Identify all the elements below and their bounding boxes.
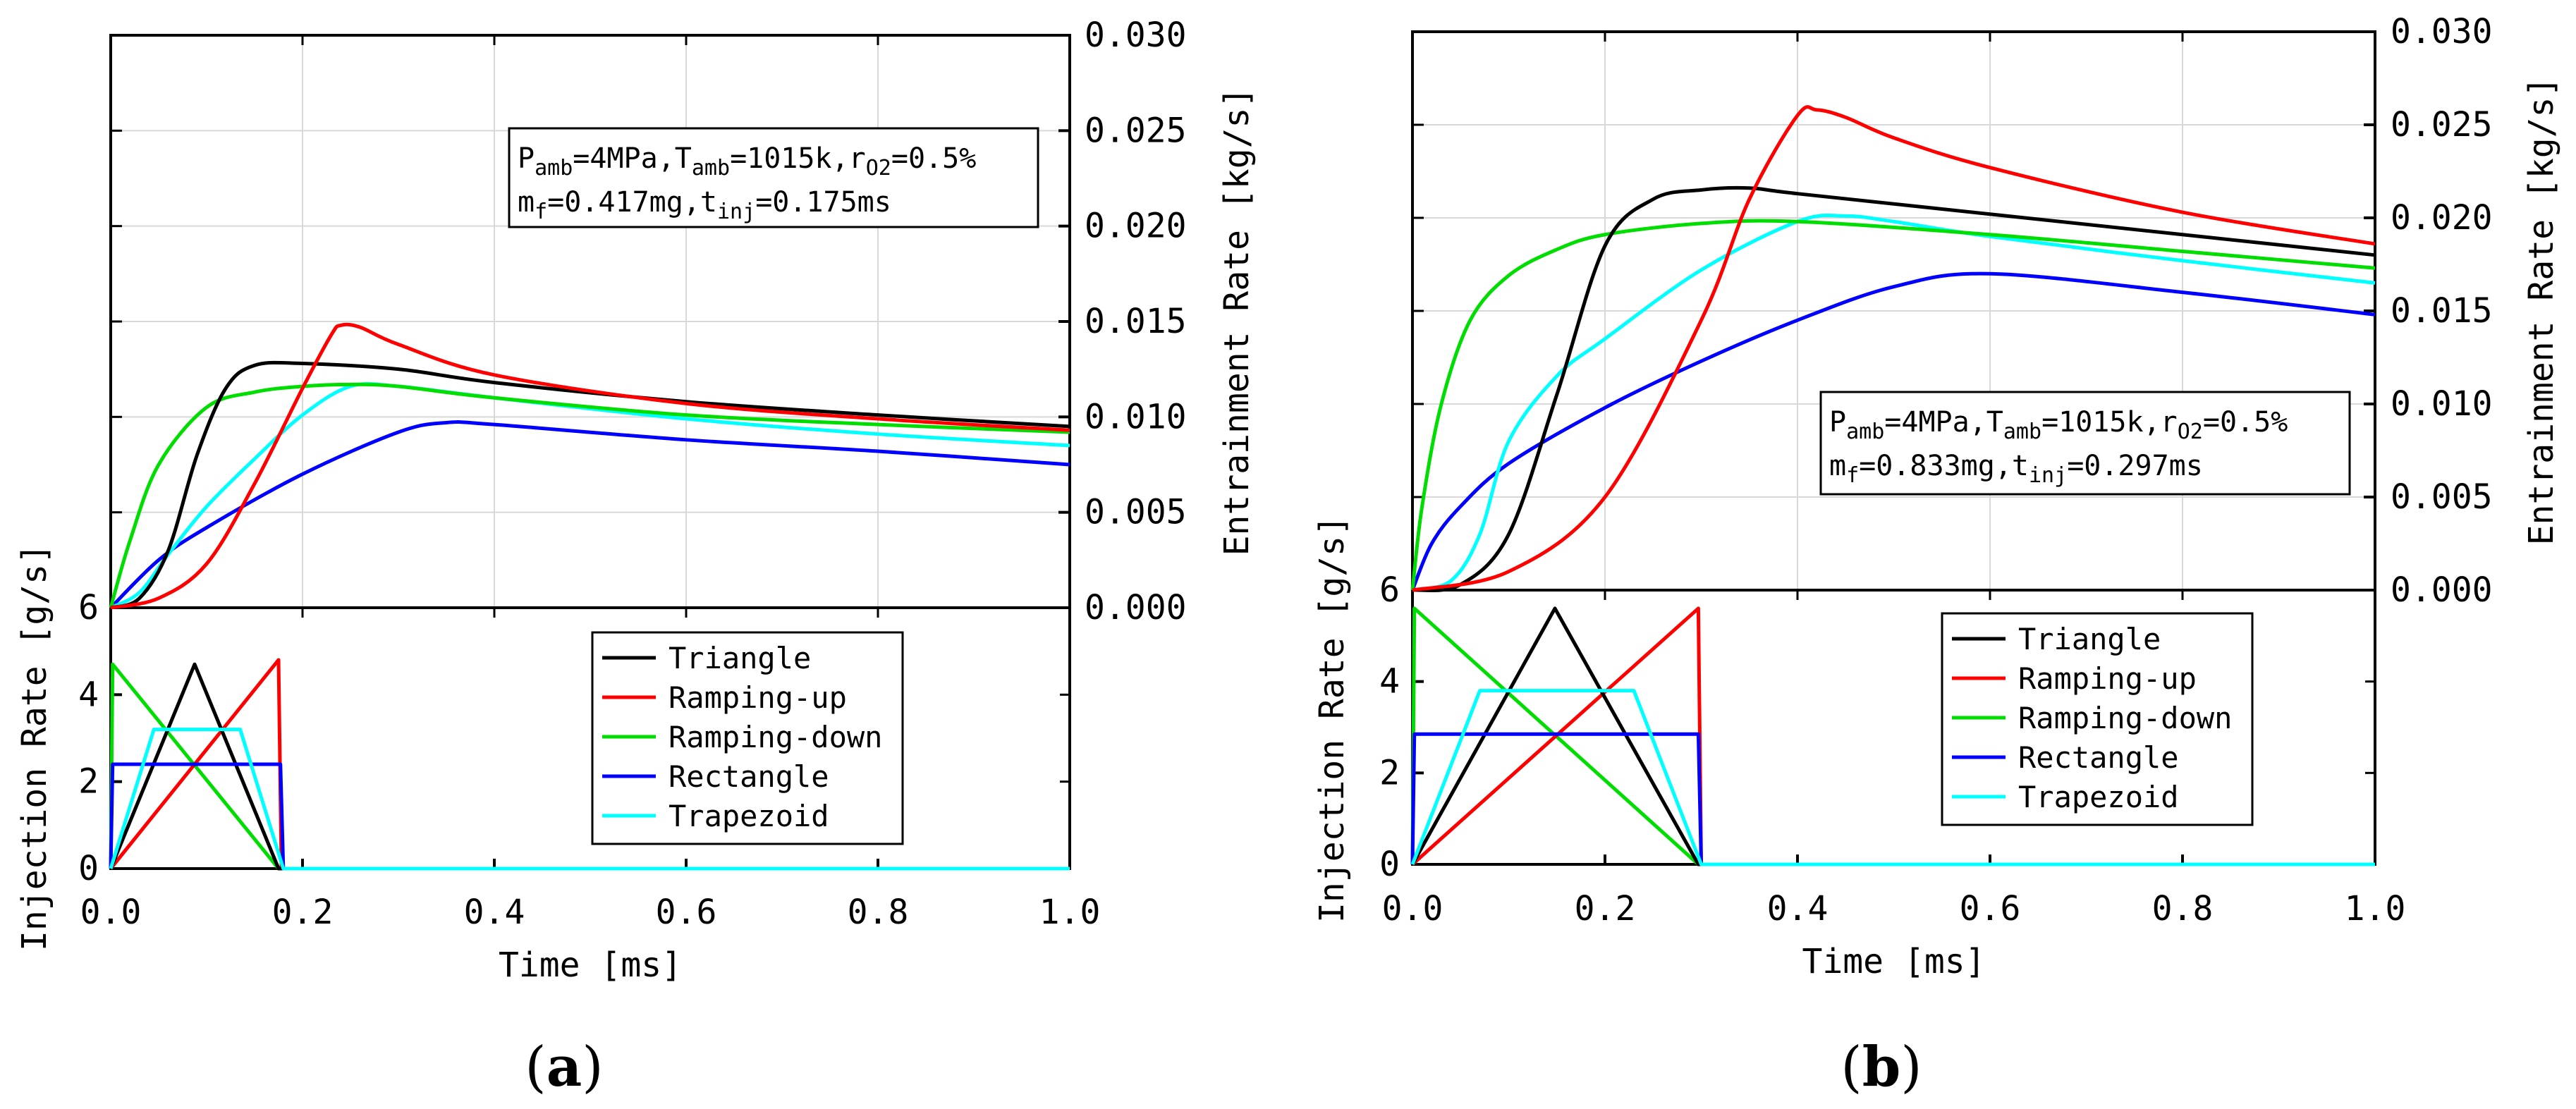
legend-label-ramping-down: Ramping-down [2018, 701, 2232, 735]
injection-plot-frame [109, 606, 1071, 870]
y-left-tick-label: 4 [1379, 662, 1400, 701]
annotation-box [508, 127, 1039, 228]
annotation-line-1: Pamb=4MPa,Tamb=1015k,rO2=0.5% [518, 142, 976, 180]
y-left-tick-label: 0 [1379, 845, 1400, 884]
legend-label-rectangle: Rectangle [2018, 740, 2179, 775]
entrainment-line-ramping-down [109, 382, 1070, 608]
y-left-tick-label: 6 [1379, 570, 1400, 610]
y-right-axis-label: Entrainment Rate [kg/s] [2522, 77, 2561, 546]
entrainment-line-ramping-up [1412, 105, 2376, 592]
legend-label-triangle: Triangle [669, 641, 811, 675]
entrainment-line-ramping-up [110, 322, 1070, 610]
x-tick-label: 0.2 [272, 893, 334, 932]
legend: Triangle Ramping-up Ramping-down Rectangle T… [1941, 612, 2254, 826]
y-right-axis-label: Entrainment Rate [kg/s] [1217, 87, 1257, 556]
chart-panel-b: 0.0 0.2 0.4 0.6 0.8 1.0 Time [ms] 0.000 0.005 0.0… [1312, 12, 2561, 1099]
injection-line-trapezoid [1410, 689, 2375, 866]
legend-label-rectangle: Rectangle [669, 759, 829, 794]
injection-line-trapezoid [109, 728, 1070, 871]
entrainment-line-rectangle [1410, 271, 2376, 591]
y-right-tick-label: 0.005 [1085, 493, 1187, 532]
annotation-line-2: mf=0.833mg,tinj=0.297ms [1829, 450, 2203, 488]
x-tick-label: 0.2 [1575, 889, 1636, 929]
legend-label-triangle: Triangle [2018, 622, 2161, 656]
x-tick-label: 0.8 [2152, 889, 2214, 929]
y-left-tick-label: 2 [78, 762, 99, 802]
y-right-tick-label: 0.010 [2391, 384, 2493, 424]
y-right-tick-label: 0.015 [1085, 302, 1187, 341]
x-tick-label: 0.6 [1960, 889, 2021, 929]
legend-label-ramping-up: Ramping-up [669, 680, 847, 715]
y-right-tick-label: 0.020 [1085, 207, 1187, 246]
y-left-tick-label: 0 [78, 849, 99, 888]
x-tick-label: 0.6 [656, 893, 717, 932]
y-left-axis-label: Injection Rate [g/s] [1312, 515, 1352, 923]
y-right-tick-label: 0.030 [1085, 16, 1187, 55]
x-tick-label: 0.0 [1382, 889, 1443, 929]
x-tick-label: 0.4 [1767, 889, 1829, 929]
x-tick-label: 0.4 [464, 893, 525, 932]
y-right-tick-label: 0.010 [1085, 397, 1187, 436]
x-tick-label: 1.0 [1039, 893, 1101, 932]
injection-line-ramping-down [109, 662, 1070, 871]
y-left-tick-label: 2 [1379, 753, 1400, 792]
x-tick-label: 0.0 [80, 893, 142, 932]
entrainment-line-triangle [110, 360, 1070, 610]
panel-label: (b) [1841, 1035, 1922, 1099]
y-left-axis-label: Injection Rate [g/s] [15, 544, 54, 951]
x-axis-label: Time [ms] [499, 945, 682, 985]
x-tick-label: 0.8 [848, 893, 909, 932]
y-right-tick-label: 0.005 [2391, 477, 2493, 517]
entrainment-line-ramping-down [1410, 219, 2376, 591]
entrainment-line-triangle [1412, 185, 2376, 592]
legend-label-ramping-up: Ramping-up [2018, 661, 2197, 696]
y-right-tick-label: 0.025 [1085, 111, 1187, 150]
annotation-line-1: Pamb=4MPa,Tamb=1015k,rO2=0.5% [1829, 406, 2288, 444]
y-right-tick-label: 0.000 [2391, 570, 2493, 610]
legend: Triangle Ramping-up Ramping-down Rectangle T… [591, 631, 904, 845]
x-tick-label: 1.0 [2345, 889, 2406, 929]
y-right-tick-label: 0.000 [1085, 588, 1187, 627]
y-right-tick-label: 0.020 [2391, 198, 2493, 238]
y-right-tick-label: 0.030 [2391, 12, 2493, 51]
entrainment-line-trapezoid [1412, 213, 2376, 592]
chart-panel-a: 0.0 0.2 0.4 0.6 0.8 1.0 Time [ms] 0.000 0.005 0.0… [15, 16, 1257, 1099]
y-right-tick-label: 0.015 [2391, 291, 2493, 331]
x-axis-label: Time [ms] [1802, 942, 1985, 981]
legend-label-trapezoid: Trapezoid [2018, 780, 2179, 814]
y-right-tick-label: 0.025 [2391, 105, 2493, 145]
y-left-tick-label: 6 [78, 588, 99, 627]
entrainment-line-rectangle [109, 419, 1070, 609]
annotation-line-2: mf=0.417mg,tinj=0.175ms [518, 186, 891, 224]
y-left-tick-label: 4 [78, 675, 99, 714]
legend-label-ramping-down: Ramping-down [669, 720, 882, 754]
annotation-box [1819, 391, 2351, 496]
legend-label-trapezoid: Trapezoid [669, 799, 829, 833]
panel-label: (a) [525, 1035, 603, 1099]
